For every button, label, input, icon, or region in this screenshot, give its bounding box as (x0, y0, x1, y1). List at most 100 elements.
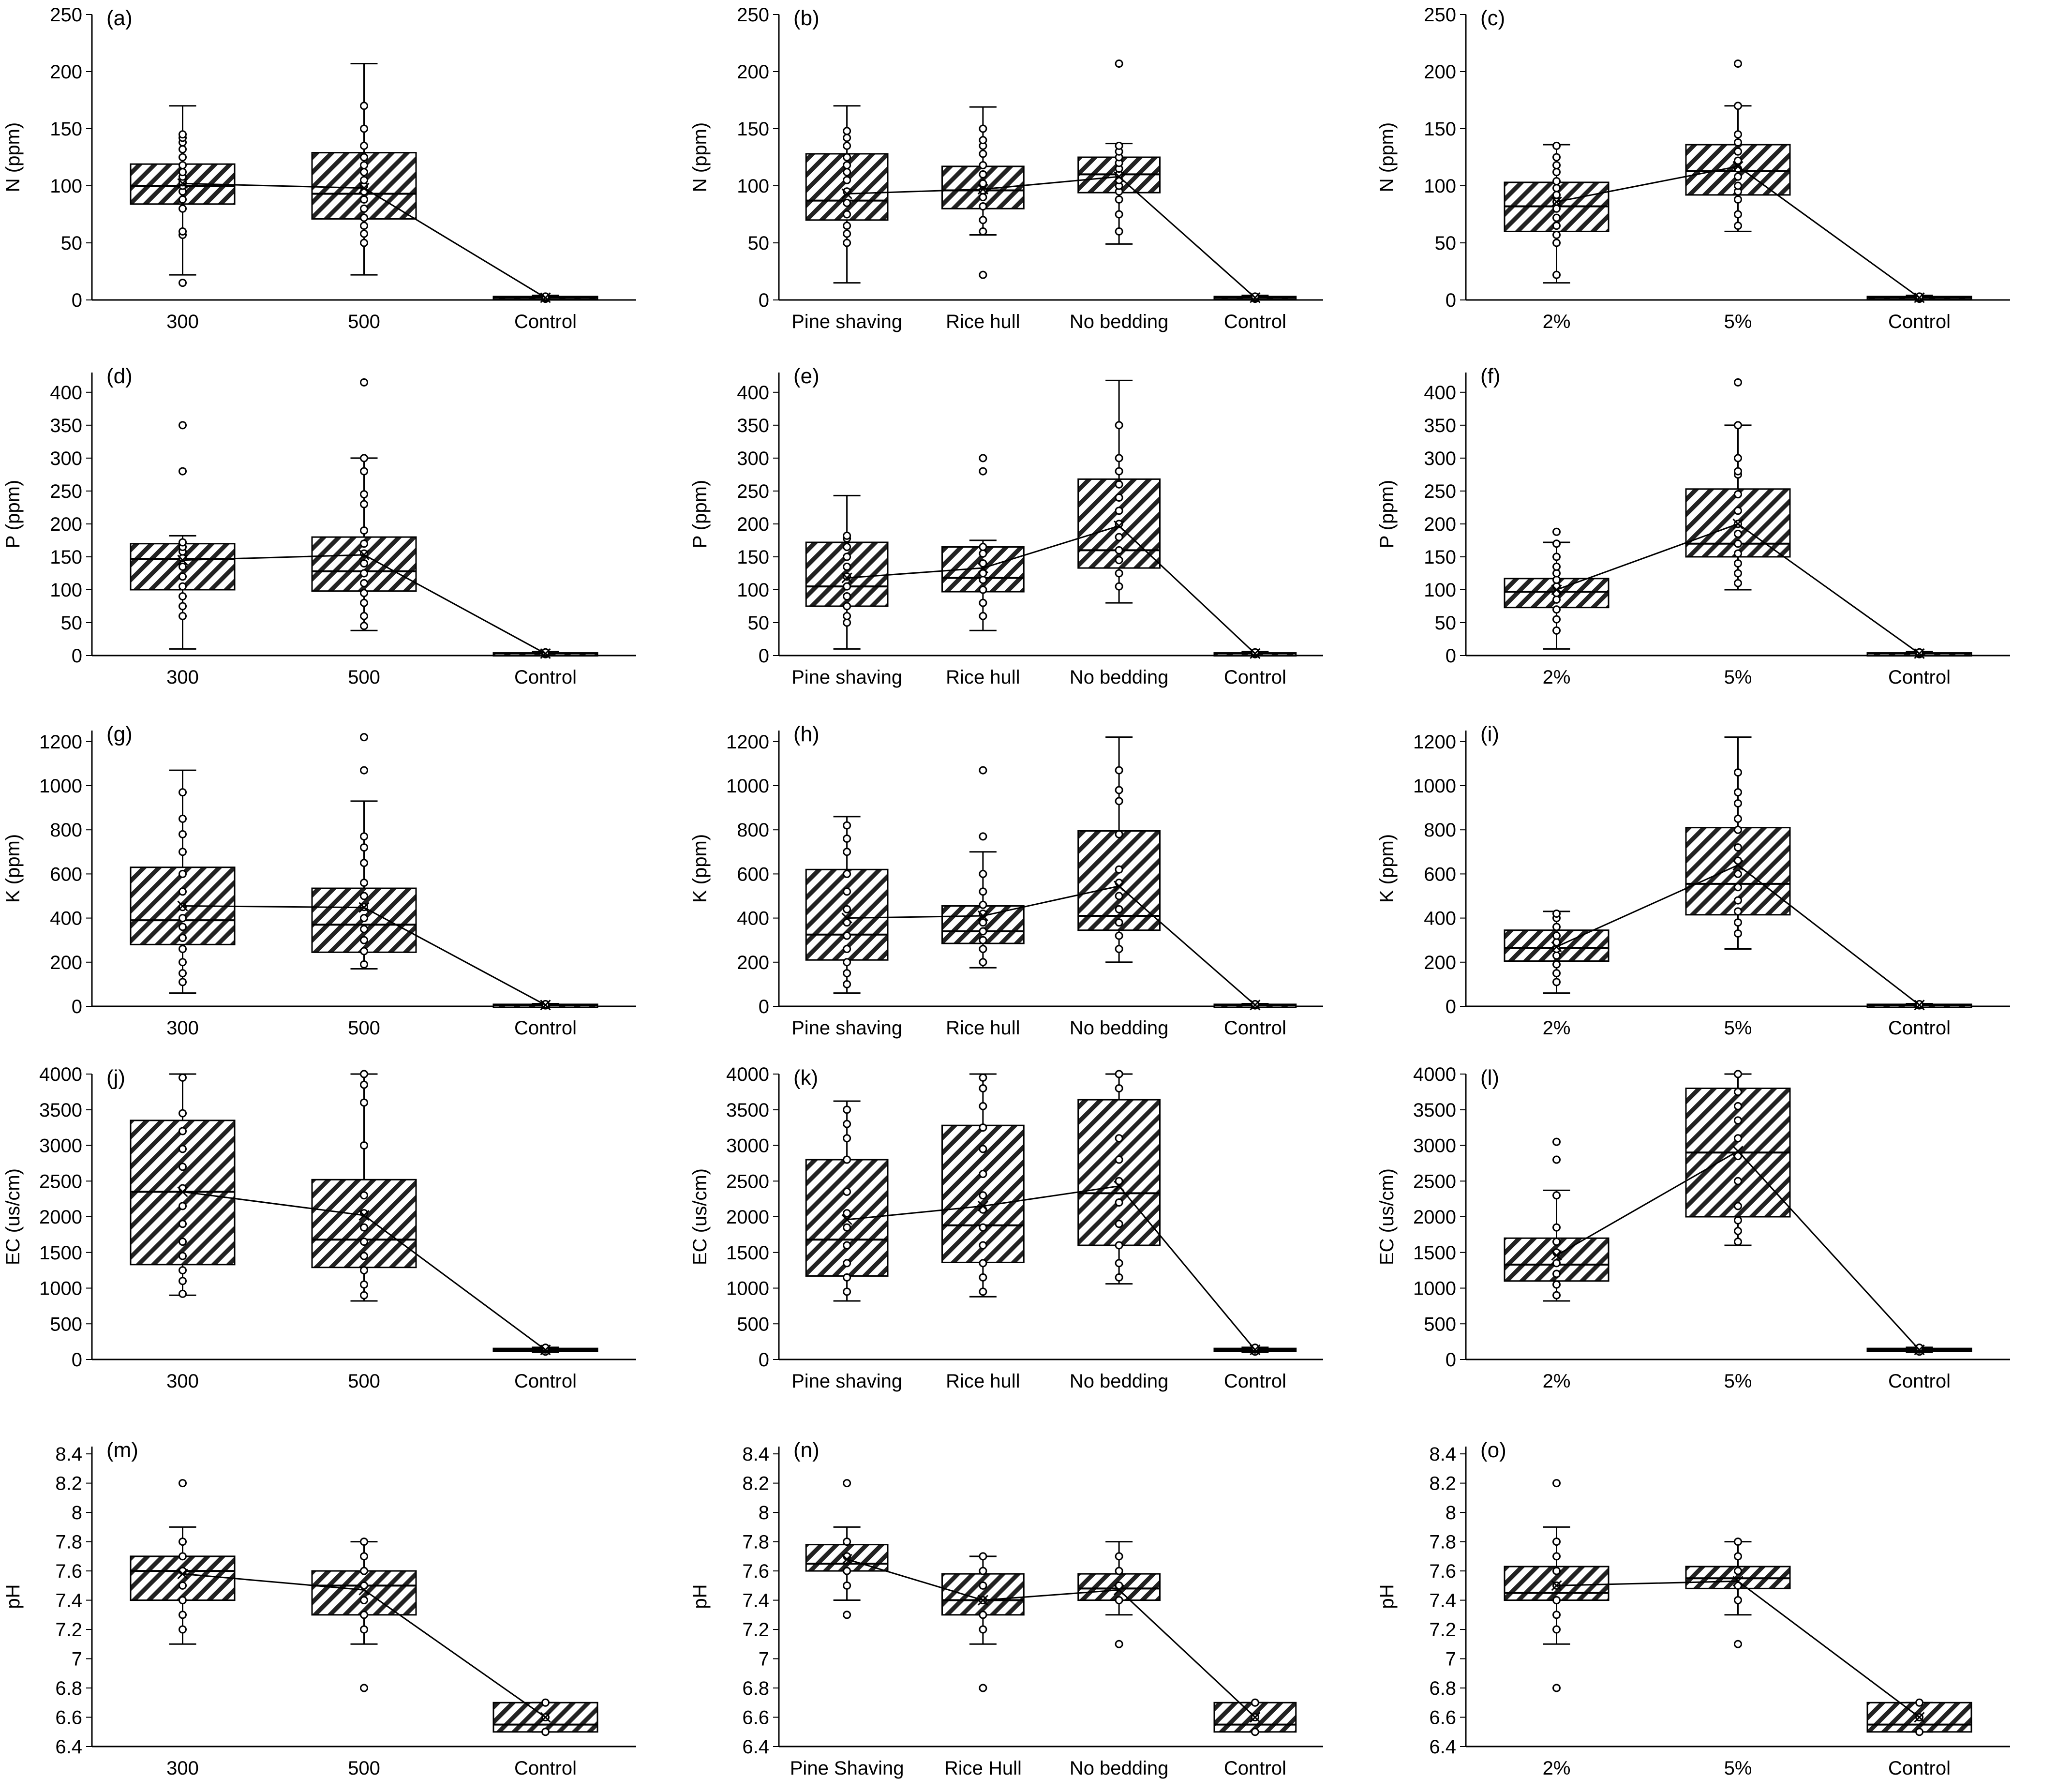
data-point (1115, 766, 1123, 775)
data-point (179, 1581, 187, 1590)
data-point (1115, 582, 1123, 591)
panel-m: 6.4 6.6 6.8 7 7.2 7.4 7.6 7.8 8 8.2 8.4 pH (m) 300 500… (2, 1438, 636, 1779)
data-point (1734, 1102, 1742, 1110)
panel-l: 0 500 1000 1500 2000 2500 3000 3500 4000 EC (us/c… (1376, 1064, 2010, 1392)
data-point (1734, 896, 1742, 905)
category-label: Pine Shaving (790, 1758, 904, 1779)
y-tick-label: 7.4 (742, 1590, 769, 1612)
y-tick-label: 50 (1435, 612, 1457, 634)
data-point (1552, 923, 1561, 931)
data-point (979, 1223, 987, 1232)
data-point (843, 1223, 851, 1232)
data-point (360, 213, 368, 222)
data-point (843, 931, 851, 940)
y-axis-label: P (ppm) (2, 480, 24, 549)
mean-trend-line (182, 1573, 546, 1718)
panel-label: (m) (106, 1438, 138, 1462)
y-tick-label: 8.4 (55, 1444, 82, 1465)
y-tick-label: 0 (759, 1349, 769, 1371)
box-0 (1504, 1479, 1610, 1692)
data-point (360, 766, 368, 775)
y-tick-label: 500 (50, 1314, 82, 1335)
box-2 (1077, 736, 1161, 963)
y-tick-label: 3500 (1413, 1100, 1456, 1121)
data-point (979, 136, 987, 145)
data-point (1734, 147, 1742, 156)
y-tick-label: 6.4 (742, 1736, 769, 1758)
panel-label: (d) (106, 364, 133, 388)
y-tick-label: 50 (748, 233, 770, 254)
category-label: 500 (348, 1017, 380, 1039)
category-label: 2% (1543, 1371, 1571, 1392)
y-tick-label: 250 (1424, 481, 1456, 502)
y-tick-label: 150 (737, 119, 769, 140)
data-point (360, 102, 368, 110)
mean-marker (1551, 1580, 1562, 1591)
category-label: 5% (1724, 1371, 1752, 1392)
y-tick-label: 0 (1446, 645, 1456, 667)
box-1 (1685, 1538, 1791, 1648)
data-point (1734, 1134, 1742, 1143)
y-tick-label: 200 (737, 61, 769, 83)
y-tick-label: 2500 (1413, 1171, 1456, 1192)
y-tick-label: 7 (72, 1649, 82, 1670)
box-0 (1504, 909, 1610, 994)
data-point (360, 859, 368, 867)
data-point (843, 531, 851, 540)
data-point (1115, 1177, 1123, 1185)
data-point (979, 1102, 987, 1110)
panel-i: 0 200 400 600 800 1000 1200 K (ppm) (i) 2% 5% Contr… (1376, 722, 2010, 1039)
data-point (843, 553, 851, 561)
data-point (360, 1596, 368, 1605)
data-point (1115, 1552, 1123, 1561)
y-tick-label: 7.6 (55, 1561, 82, 1582)
data-point (979, 1552, 987, 1561)
y-tick-label: 7 (759, 1649, 769, 1670)
data-point (979, 1625, 987, 1634)
panel-o: 6.4 6.6 6.8 7 7.2 7.4 7.6 7.8 8 8.2 8.4 pH (o) 2% 5% Co… (1376, 1438, 2010, 1779)
data-point (360, 1098, 368, 1107)
data-point (360, 1238, 368, 1246)
y-axis-label: K (ppm) (689, 834, 711, 903)
data-point (979, 576, 987, 584)
data-point (179, 1289, 187, 1298)
data-point (1734, 1070, 1742, 1078)
data-point (1734, 210, 1742, 219)
y-tick-label: 100 (1424, 176, 1456, 197)
category-label: Rice hull (946, 1017, 1020, 1039)
data-point (1115, 141, 1123, 150)
box-0 (130, 105, 236, 287)
data-point (360, 1080, 368, 1089)
y-tick-label: 800 (50, 820, 82, 841)
data-point (1115, 467, 1123, 476)
y-tick-label: 0 (72, 1349, 82, 1371)
box-0 (805, 105, 889, 284)
category-label: No bedding (1070, 667, 1169, 688)
data-point (979, 598, 987, 607)
data-point (1552, 204, 1561, 213)
data-point (179, 1145, 187, 1153)
y-axis-label: N (ppm) (1376, 122, 1398, 192)
data-point (843, 134, 851, 142)
data-point (843, 1259, 851, 1268)
panel-label: (i) (1480, 722, 1499, 746)
y-tick-label: 300 (50, 448, 82, 469)
mean-trend-line (847, 1185, 1256, 1351)
data-point (360, 1252, 368, 1260)
category-label: No bedding (1070, 311, 1169, 332)
y-tick-label: 3500 (39, 1100, 82, 1121)
data-point (179, 1238, 187, 1246)
y-axis-label: P (ppm) (689, 480, 711, 549)
data-point (1734, 1177, 1742, 1185)
category-label: Control (514, 311, 577, 332)
data-point (1734, 1202, 1742, 1210)
y-tick-label: 1000 (39, 776, 82, 797)
data-point (1552, 141, 1561, 150)
data-point (1115, 1596, 1123, 1605)
data-point (360, 914, 368, 923)
panel-k: 0 500 1000 1500 2000 2500 3000 3500 4000 EC (us/c… (689, 1064, 1323, 1392)
data-point (360, 936, 368, 944)
mean-trend-line (847, 885, 1256, 1006)
y-axis-label: pH (2, 1584, 24, 1609)
data-point (979, 1170, 987, 1178)
